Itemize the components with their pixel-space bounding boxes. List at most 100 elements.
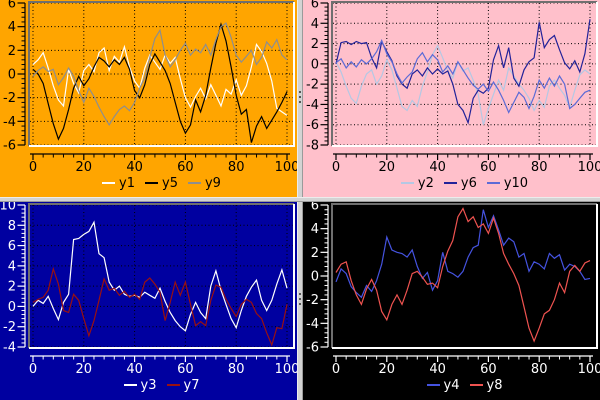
y-tick-label: 2: [8, 280, 16, 295]
y-tick-label: -2: [306, 78, 319, 93]
legend-bottom-right: y4 y8: [331, 376, 598, 394]
legend-item-y2: y2: [400, 175, 434, 191]
legend-top-right: y2 y6 y10: [331, 174, 598, 192]
panel-top-left: 6 4 2 0 -2 -4 -6 0 20 40 60 80 100 y1 y5 y9: [0, 0, 297, 197]
x-tick-label: 40: [429, 362, 446, 377]
x-tick-label: 40: [429, 160, 446, 175]
y-tick-label: 2: [8, 44, 16, 59]
x-tick-label: 80: [531, 362, 548, 377]
y-tick-label: 4: [311, 222, 319, 237]
x-tick-label: 40: [126, 362, 143, 377]
vertical-splitter-bottom[interactable]: [297, 202, 303, 400]
x-tick-label: 100: [275, 160, 297, 175]
x-tick-label: 0: [29, 362, 37, 377]
horizontal-splitter[interactable]: [0, 197, 600, 202]
panel-bottom-left: 10 8 6 4 2 0 -2 -4 0 20 40 60 80 100 y3 y7: [0, 202, 297, 400]
legend-item-y8: y8: [469, 377, 503, 393]
y-tick-label: -4: [306, 98, 319, 113]
series-line-y10: [335, 38, 591, 114]
x-tick-label: 60: [177, 160, 194, 175]
vertical-splitter-top[interactable]: [297, 0, 303, 197]
legend-dash-icon: [187, 182, 201, 184]
x-tick-label: 60: [480, 160, 497, 175]
x-tick-label: 40: [126, 160, 143, 175]
legend-label: y6: [460, 175, 477, 191]
plot-border-dark: [28, 203, 294, 348]
legend-label: y8: [486, 377, 503, 393]
y-tick-label: -8: [306, 139, 319, 154]
legend-dash-icon: [486, 182, 500, 184]
y-tick-label: -4: [306, 317, 319, 332]
plot-border-dark: [28, 1, 294, 146]
x-tick-label: 20: [76, 362, 93, 377]
y-tick-label: 0: [8, 68, 16, 83]
series-line-y7: [32, 266, 288, 347]
legend-label: y7: [183, 377, 200, 393]
x-tick-label: 60: [177, 362, 194, 377]
y-tick-label: 6: [8, 239, 16, 254]
plot-border-light: [29, 2, 295, 147]
y-tick-label: 4: [8, 259, 16, 274]
plot-border-dark: [331, 203, 597, 348]
legend-label: y2: [417, 175, 434, 191]
legend-dash-icon: [426, 384, 440, 386]
plot-border-dark: [331, 1, 597, 146]
panel-top-right: 6 4 2 0 -2 -4 -6 -8 0 20 40 60 80 100 y2 y6 y10: [303, 0, 600, 197]
legend-item-y1: y1: [102, 176, 135, 191]
x-tick-label: 100: [578, 362, 600, 377]
legend-label: y1: [119, 175, 136, 191]
legend-label: y5: [162, 175, 178, 191]
series-line-y9: [32, 22, 288, 127]
x-tick-label: 80: [228, 160, 245, 175]
series-line-y8: [335, 207, 591, 343]
x-tick-label: 0: [332, 362, 340, 377]
y-tick-label: 2: [311, 37, 319, 52]
series-line-y1: [32, 42, 288, 116]
y-tick-label: -6: [3, 139, 16, 154]
y-tick-label: -6: [306, 341, 319, 356]
y-tick-label: 0: [311, 57, 319, 72]
legend-dash-icon: [443, 182, 457, 184]
legend-label: y4: [443, 377, 460, 393]
legend-bottom-left: y3 y7: [28, 376, 295, 394]
y-tick-label: 6: [311, 0, 319, 12]
legend-dash-icon: [145, 182, 159, 184]
y-tick-label: 0: [311, 270, 319, 285]
legend-item-y9: y9: [187, 175, 221, 191]
legend-item-y7: y7: [166, 377, 200, 393]
y-tick-label: 6: [311, 202, 319, 214]
x-tick-label: 20: [76, 160, 93, 175]
x-tick-label: 20: [379, 362, 396, 377]
legend-top-left: y1 y5 y9: [28, 174, 295, 192]
y-tick-label: 4: [8, 20, 16, 35]
legend-dash-icon: [469, 384, 483, 386]
legend-item-y3: y3: [123, 377, 157, 393]
legend-item-y6: y6: [443, 175, 477, 191]
y-tick-label: -6: [306, 118, 319, 133]
x-tick-label: 100: [578, 160, 600, 175]
plot-area: [28, 203, 295, 349]
legend-item-y5: y5: [145, 176, 178, 191]
x-tick-label: 100: [275, 362, 297, 377]
legend-label: y9: [204, 175, 221, 191]
series-line-y5: [32, 22, 288, 143]
legend-dash-icon: [102, 182, 116, 184]
y-tick-label: 10: [0, 202, 16, 214]
y-tick-label: 0: [8, 300, 16, 315]
x-tick-label: 20: [379, 160, 396, 175]
y-tick-label: -4: [3, 341, 16, 356]
x-tick-label: 0: [29, 160, 37, 175]
splitter-handle-icon: [299, 90, 302, 106]
y-tick-label: -2: [3, 91, 16, 106]
y-tick-label: 4: [311, 17, 319, 32]
legend-label: y3: [140, 377, 157, 393]
plot-border-light: [332, 204, 598, 349]
x-tick-label: 80: [531, 160, 548, 175]
legend-item-y10: y10: [486, 176, 528, 191]
splitter-handle-icon: [299, 293, 302, 308]
y-tick-label: -4: [3, 115, 16, 130]
